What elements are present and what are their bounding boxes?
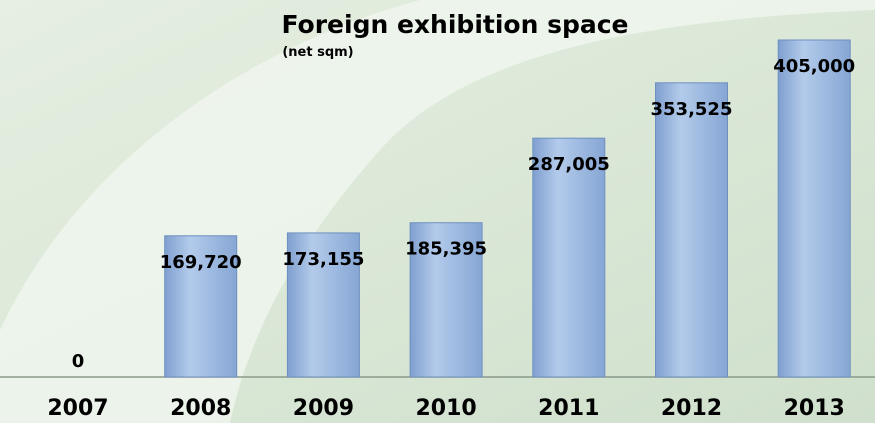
bar	[286, 232, 360, 378]
data-label: 405,000	[773, 56, 855, 77]
bar	[655, 82, 728, 378]
bar	[164, 235, 238, 378]
bar	[777, 39, 851, 378]
bar	[532, 137, 606, 378]
x-tick-label: 2007	[47, 396, 108, 421]
chart-title: Foreign exhibition space	[281, 10, 628, 39]
x-tick-label: 2012	[661, 396, 722, 421]
data-label: 169,720	[160, 252, 242, 273]
x-tick-label: 2010	[415, 396, 476, 421]
data-label: 0	[72, 351, 85, 372]
bar	[409, 222, 483, 378]
x-tick-label: 2011	[538, 396, 599, 421]
chart-subtitle: (net sqm)	[282, 45, 353, 60]
x-tick-label: 2009	[293, 396, 354, 421]
x-tick-label: 2008	[170, 396, 231, 421]
data-label: 353,525	[651, 99, 733, 120]
data-label: 287,005	[528, 154, 610, 175]
data-label: 173,155	[282, 249, 364, 270]
data-label: 185,395	[405, 239, 487, 260]
x-tick-label: 2013	[784, 396, 845, 421]
